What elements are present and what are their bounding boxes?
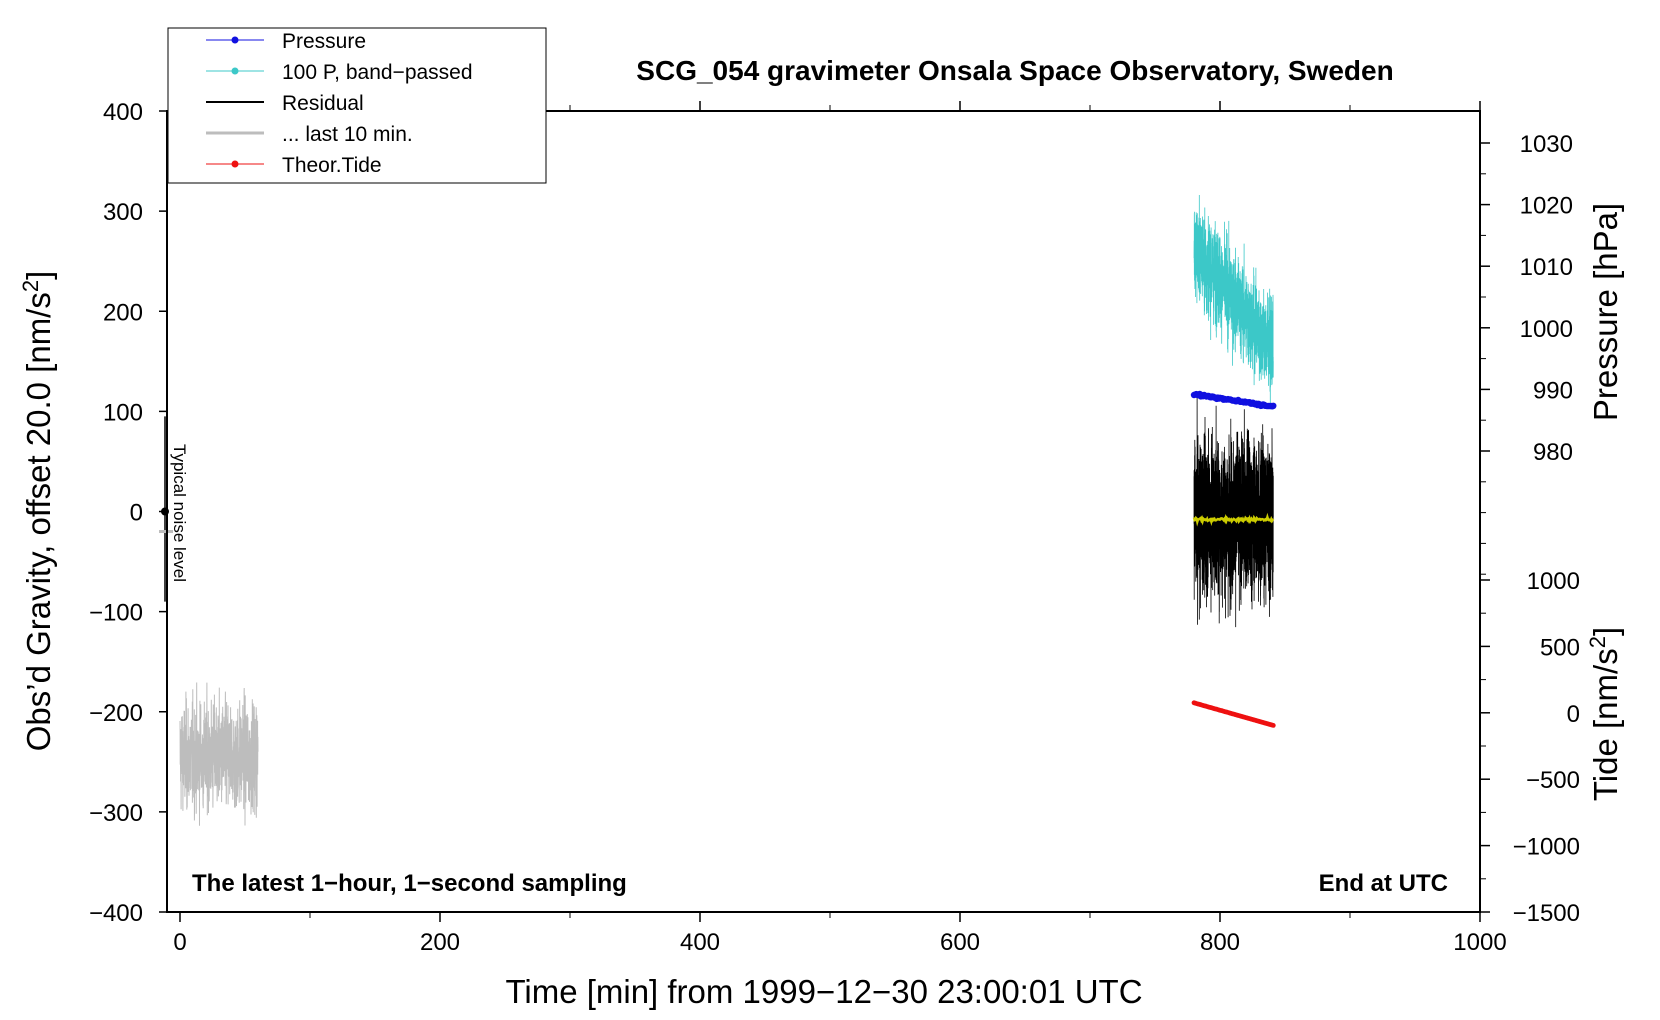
y-left-tick-label: −200 [89, 700, 143, 727]
residual-mean-line [1192, 512, 1275, 527]
annotation-right: End at UTC [1319, 870, 1448, 897]
tide-tick-label: 1000 [1527, 568, 1580, 595]
x-axis-title: Time [min] from 1999−12−30 23:00:01 UTC [505, 973, 1142, 1010]
x-tick-label: 400 [680, 929, 720, 956]
axis-ticks: 0 200 400 600 800 10004003002001000−100−200−3… [89, 99, 1580, 956]
y-left-tick-label: 300 [103, 199, 143, 226]
pressure-tick-label: 1020 [1520, 193, 1573, 220]
legend-marker-pressure [231, 36, 239, 44]
band-passed-line [1193, 194, 1274, 408]
annotation-left: The latest 1−hour, 1−second sampling [192, 870, 627, 897]
legend: Pressure 100 P, band−passed Residual ...… [167, 27, 547, 184]
tide-tick-label: −1500 [1513, 900, 1580, 927]
tide-tick-label: −500 [1526, 767, 1580, 794]
legend-label-residual: Residual [282, 92, 364, 115]
pressure-tick-label: 1000 [1520, 316, 1573, 343]
pressure-point [1270, 402, 1277, 409]
chart-title: SCG_054 gravimeter Onsala Space Observat… [636, 55, 1393, 86]
legend-label-pressure: Pressure [282, 30, 366, 53]
last-10-min-line [179, 682, 259, 826]
legend-item-last10: ... last 10 min. [206, 123, 413, 146]
x-tick-label: 800 [1200, 929, 1240, 956]
legend-item-pressure: Pressure [206, 30, 366, 53]
legend-label-band-passed: 100 P, band−passed [282, 61, 473, 84]
x-tick-label: 0 [173, 929, 186, 956]
y-left-tick-label: −400 [89, 900, 143, 927]
x-tick-label: 200 [420, 929, 460, 956]
pressure-series [1190, 390, 1277, 410]
legend-item-tide: Theor.Tide [206, 154, 382, 177]
y-left-tick-label: 0 [130, 500, 143, 527]
last-10-min-series [179, 682, 259, 826]
residual-line [1193, 391, 1274, 628]
pressure-tick-label: 980 [1533, 439, 1573, 466]
pressure-tick-label: 1030 [1520, 131, 1573, 158]
tide-point [1270, 723, 1276, 728]
pressure-tick-label: 1010 [1520, 254, 1573, 281]
x-tick-label: 600 [940, 929, 980, 956]
x-tick-label: 1000 [1453, 929, 1506, 956]
y-left-tick-label: 400 [103, 99, 143, 126]
y-axis-pressure-title: Pressure [hPa] [1587, 203, 1624, 421]
pressure-tick-label: 990 [1533, 377, 1573, 404]
tide-tick-label: 0 [1567, 701, 1580, 728]
band-passed-series [1193, 194, 1274, 408]
legend-marker-tide [231, 160, 239, 168]
residual-mean-polyline [1192, 512, 1275, 527]
tide-tick-label: 500 [1540, 634, 1580, 661]
legend-label-tide: Theor.Tide [282, 154, 382, 177]
y-left-tick-label: 100 [103, 399, 143, 426]
legend-item-band-passed: 100 P, band−passed [206, 61, 473, 84]
y-left-tick-label: 200 [103, 299, 143, 326]
y-axis-tide-title: Tide [nm/s2] [1585, 627, 1624, 801]
legend-item-residual: Residual [206, 92, 364, 115]
tide-series [1191, 700, 1276, 728]
legend-box [167, 27, 547, 184]
y-left-tick-label: −100 [89, 600, 143, 627]
tide-tick-label: −1000 [1513, 834, 1580, 861]
residual-series [1193, 391, 1274, 628]
legend-marker-band-passed [231, 67, 239, 75]
legend-label-last10: ... last 10 min. [282, 123, 413, 146]
y-left-tick-label: −300 [89, 800, 143, 827]
plot-frame [166, 110, 1481, 913]
typical-noise-label: Typical noise level [170, 444, 189, 582]
y-axis-left-title: Obs’d Gravity, offset 20.0 [nm/s2] [18, 271, 57, 752]
